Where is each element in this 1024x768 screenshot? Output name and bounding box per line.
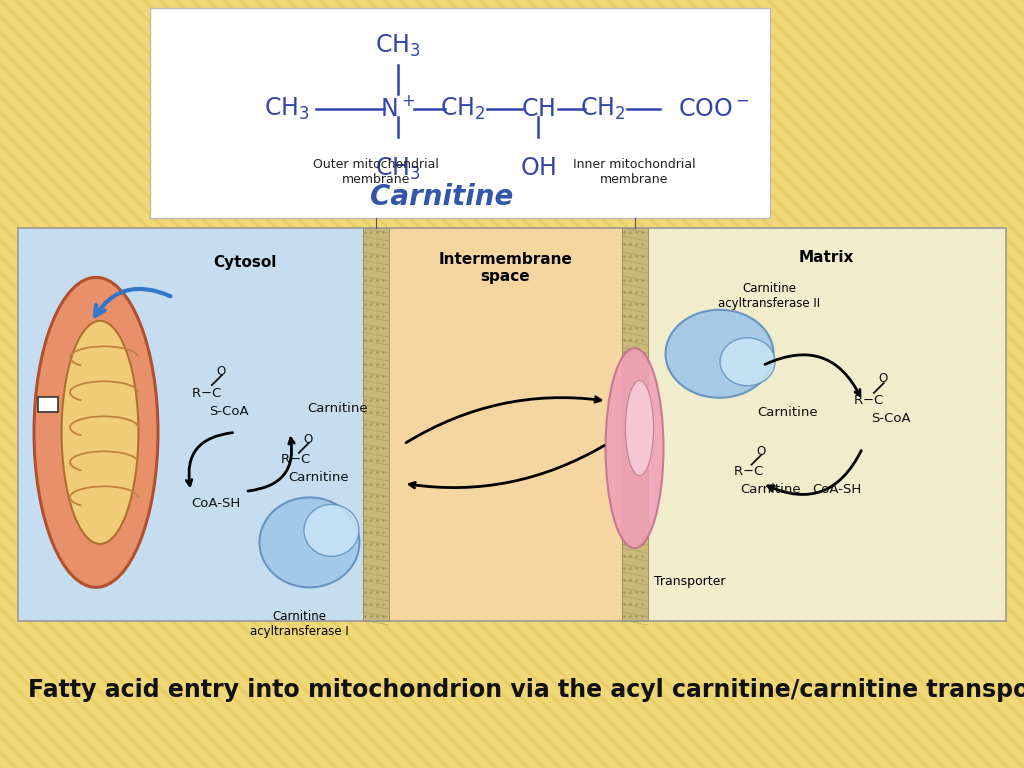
Text: Carnitine: Carnitine [307,402,369,415]
Text: CoA-SH: CoA-SH [812,483,862,496]
Text: $\mathsf{CH_3}$: $\mathsf{CH_3}$ [375,156,421,182]
Text: Carnitine
acyltransferase I: Carnitine acyltransferase I [250,611,349,638]
Text: Cytosol: Cytosol [214,256,278,270]
Text: Intermembrane
space: Intermembrane space [438,252,572,284]
Text: Carnitine: Carnitine [757,406,818,419]
Text: O: O [216,365,225,378]
Text: S-CoA: S-CoA [209,405,249,418]
FancyBboxPatch shape [18,228,362,621]
Text: O: O [756,445,765,458]
Text: $\mathsf{CH_2}$: $\mathsf{CH_2}$ [581,96,626,122]
Text: Outer mitochondrial
membrane: Outer mitochondrial membrane [312,158,438,186]
Ellipse shape [666,310,773,398]
Text: Transporter: Transporter [653,575,725,588]
Text: Carnitine: Carnitine [370,183,513,211]
Text: Carnitine: Carnitine [740,483,801,496]
Text: R$-$C: R$-$C [732,465,763,478]
FancyBboxPatch shape [647,228,1006,621]
FancyBboxPatch shape [622,228,647,621]
Text: Carnitine
acyltransferase II: Carnitine acyltransferase II [719,282,820,310]
Text: $\mathsf{CH_3}$: $\mathsf{CH_3}$ [375,33,421,59]
Text: O: O [879,372,888,386]
Text: O: O [303,433,312,446]
Ellipse shape [304,505,359,556]
Text: $\mathsf{CH_3}$: $\mathsf{CH_3}$ [263,96,309,122]
Text: $\mathsf{CH_2}$: $\mathsf{CH_2}$ [440,96,485,122]
Ellipse shape [61,321,138,544]
Text: Carnitine: Carnitine [288,472,348,485]
Ellipse shape [605,348,664,548]
Ellipse shape [34,277,158,588]
Text: $\mathsf{COO^-}$: $\mathsf{COO^-}$ [678,97,750,121]
FancyBboxPatch shape [38,397,58,412]
Text: Inner mitochondrial
membrane: Inner mitochondrial membrane [573,158,696,186]
Ellipse shape [720,338,775,386]
Text: $\mathsf{OH}$: $\mathsf{OH}$ [520,156,556,180]
Text: Matrix: Matrix [799,250,854,266]
Text: R$-$C: R$-$C [853,395,884,407]
Text: Fatty acid entry into mitochondrion via the acyl carnitine/carnitine transporter: Fatty acid entry into mitochondrion via … [28,678,1024,702]
Text: $\mathsf{N^+}$: $\mathsf{N^+}$ [380,96,416,121]
Text: S-CoA: S-CoA [870,412,910,425]
Text: R$-$C: R$-$C [190,386,222,399]
FancyBboxPatch shape [362,228,389,621]
Ellipse shape [259,498,359,588]
FancyBboxPatch shape [389,228,622,621]
FancyBboxPatch shape [150,8,770,218]
Text: CoA-SH: CoA-SH [190,497,241,510]
Text: $\mathsf{CH}$: $\mathsf{CH}$ [521,97,555,121]
Ellipse shape [626,381,653,475]
Text: R$-$C: R$-$C [280,453,310,466]
